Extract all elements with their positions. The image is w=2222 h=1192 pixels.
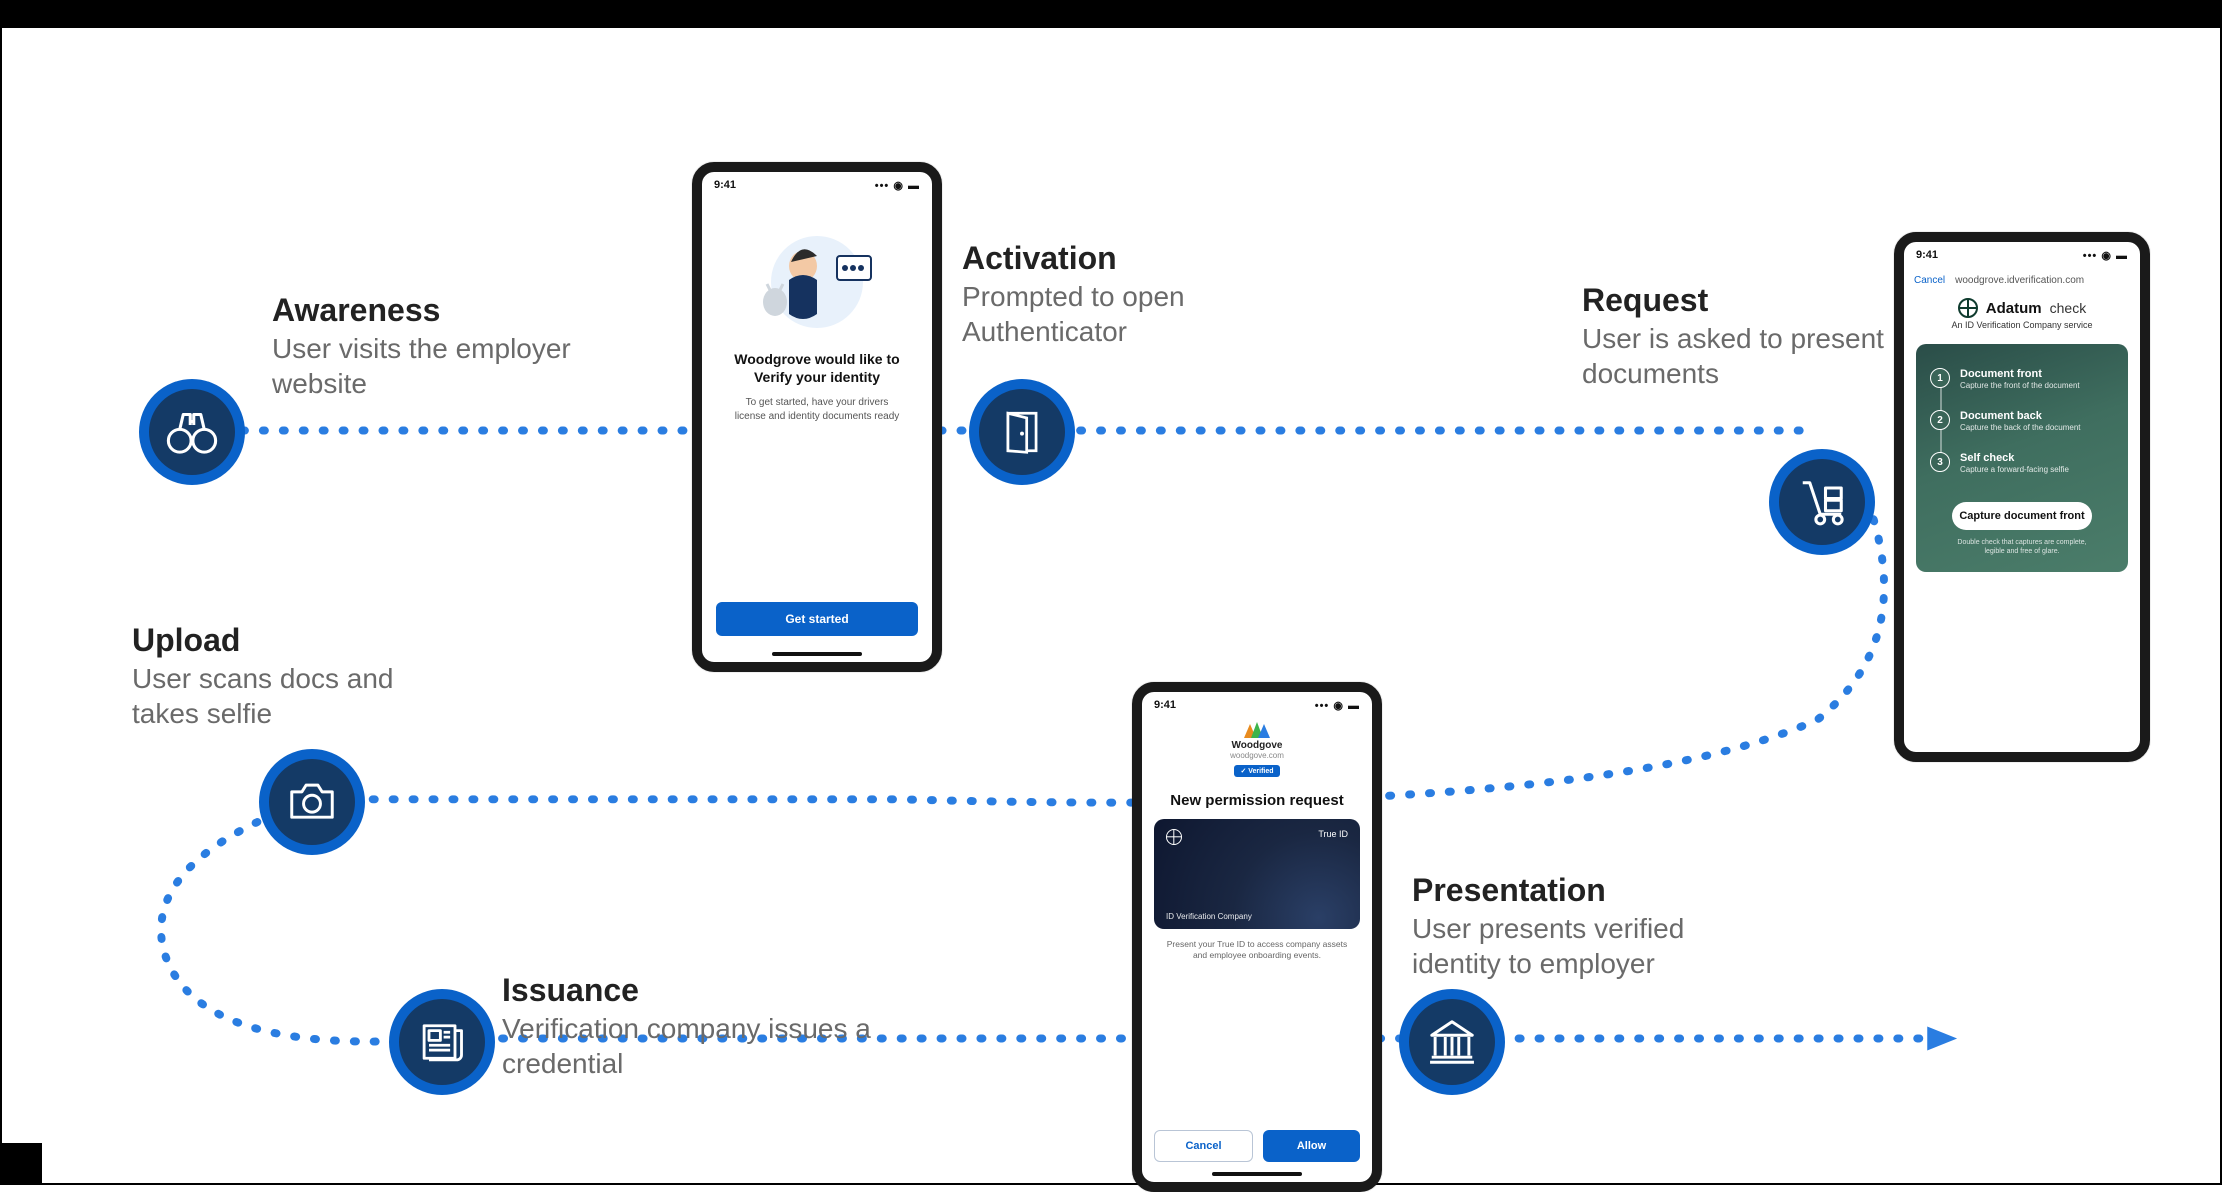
nav-cancel[interactable]: Cancel bbox=[1914, 275, 1945, 286]
connector-layer bbox=[2, 2, 2220, 1183]
step-sub: Capture a forward-facing selfie bbox=[1960, 465, 2069, 474]
brand-block: Woodgove woodgove.com ✓ Verified bbox=[1142, 722, 1372, 778]
step-number: 1 bbox=[1930, 368, 1950, 388]
capture-button[interactable]: Capture document front bbox=[1952, 502, 2092, 530]
brand-row: Adatum check bbox=[1904, 298, 2140, 318]
badge-awareness bbox=[139, 379, 245, 485]
brand-suffix: check bbox=[2050, 300, 2087, 316]
button-label: Capture document front bbox=[1959, 510, 2084, 522]
top-black-bar bbox=[2, 2, 2220, 28]
status-icons: ••• ◉ ▬ bbox=[2083, 249, 2128, 262]
step-desc: Verification company issues a credential bbox=[502, 1011, 882, 1081]
step-sub: Capture the front of the document bbox=[1960, 381, 2080, 390]
verified-badge: ✓ Verified bbox=[1234, 765, 1279, 777]
status-icons: ••• ◉ ▬ bbox=[1315, 699, 1360, 712]
step-title: Upload bbox=[132, 622, 452, 659]
status-time: 9:41 bbox=[714, 179, 736, 191]
brand-name: Adatum bbox=[1986, 300, 2042, 317]
phone-awareness-mock: 9:41 ••• ◉ ▬ Woodgrove would like to Ver… bbox=[692, 162, 942, 672]
step-title: Self check bbox=[1960, 452, 2069, 464]
phone1-title: Woodgrove would like to Verify your iden… bbox=[702, 350, 932, 386]
step-number: 2 bbox=[1930, 410, 1950, 430]
badge-request bbox=[1769, 449, 1875, 555]
door-icon bbox=[997, 407, 1047, 457]
badge-activation bbox=[969, 379, 1075, 485]
step-title: Presentation bbox=[1412, 872, 1752, 909]
phone-presentation-mock: 9:41 ••• ◉ ▬ Woodgove woodgove.com ✓ Ver… bbox=[1132, 682, 1382, 1192]
hand-truck-icon bbox=[1794, 474, 1850, 530]
badge-upload bbox=[259, 749, 365, 855]
step-request: Request User is asked to present documen… bbox=[1582, 282, 1902, 391]
step-issuance: Issuance Verification company issues a c… bbox=[502, 972, 882, 1081]
binoculars-icon bbox=[164, 404, 220, 460]
badge-presentation bbox=[1399, 989, 1505, 1095]
phone-request-mock: 9:41 ••• ◉ ▬ Cancel woodgrove.idverifica… bbox=[1894, 232, 2150, 762]
step-desc: User scans docs and takes selfie bbox=[132, 661, 452, 731]
cancel-button[interactable]: Cancel bbox=[1154, 1130, 1253, 1162]
badge-issuance bbox=[389, 989, 495, 1095]
camera-icon bbox=[285, 775, 339, 829]
button-row: Cancel Allow bbox=[1154, 1130, 1360, 1162]
status-bar: 9:41 ••• ◉ ▬ bbox=[702, 172, 932, 198]
step-sub: Capture the back of the document bbox=[1960, 423, 2081, 432]
verify-step: 1 Document front Capture the front of th… bbox=[1930, 358, 2114, 400]
button-label: Allow bbox=[1297, 1140, 1326, 1152]
home-indicator bbox=[772, 652, 862, 656]
allow-button[interactable]: Allow bbox=[1263, 1130, 1360, 1162]
permission-title: New permission request bbox=[1142, 792, 1372, 809]
status-bar: 9:41 ••• ◉ ▬ bbox=[1904, 242, 2140, 268]
step-title: Awareness bbox=[272, 292, 592, 329]
card-issuer: ID Verification Company bbox=[1166, 912, 1252, 921]
step-desc: User is asked to present documents bbox=[1582, 321, 1902, 391]
status-time: 9:41 bbox=[1916, 249, 1938, 261]
step-upload: Upload User scans docs and takes selfie bbox=[132, 622, 452, 731]
step-desc: Prompted to open Authenticator bbox=[962, 279, 1302, 349]
permission-desc: Present your True ID to access company a… bbox=[1142, 929, 1372, 962]
bottom-left-black-corner bbox=[2, 1143, 42, 1183]
verify-step: 3 Self check Capture a forward-facing se… bbox=[1930, 442, 2114, 484]
step-desc: User visits the employer website bbox=[272, 331, 592, 401]
button-label: Cancel bbox=[1185, 1140, 1221, 1152]
verification-card: 1 Document front Capture the front of th… bbox=[1916, 344, 2128, 572]
step-title: Issuance bbox=[502, 972, 882, 1009]
credential-card: True ID ID Verification Company bbox=[1154, 819, 1360, 929]
brand-subtitle: An ID Verification Company service bbox=[1904, 320, 2140, 330]
card-label: True ID bbox=[1318, 829, 1348, 839]
step-title: Request bbox=[1582, 282, 1902, 319]
step-presentation: Presentation User presents verified iden… bbox=[1412, 872, 1752, 981]
brand-name: Woodgove bbox=[1142, 740, 1372, 751]
browser-nav: Cancel woodgrove.idverification.com bbox=[1904, 268, 2140, 292]
home-indicator bbox=[1977, 742, 2067, 746]
status-time: 9:41 bbox=[1154, 699, 1176, 711]
card-footer: Double check that captures are complete,… bbox=[1930, 538, 2114, 556]
status-icons: ••• ◉ ▬ bbox=[875, 179, 920, 192]
globe-icon bbox=[1166, 829, 1182, 845]
nav-url: woodgrove.idverification.com bbox=[1955, 275, 2084, 286]
brand-url: woodgove.com bbox=[1142, 751, 1372, 760]
woodgrove-logo-icon bbox=[1246, 722, 1268, 738]
step-title: Document back bbox=[1960, 410, 2081, 422]
phone1-subtitle: To get started, have your drivers licens… bbox=[702, 386, 932, 423]
verify-illustration bbox=[747, 222, 887, 332]
status-bar: 9:41 ••• ◉ ▬ bbox=[1142, 692, 1372, 718]
step-activation: Activation Prompted to open Authenticato… bbox=[962, 240, 1302, 349]
globe-icon bbox=[1958, 298, 1978, 318]
home-indicator bbox=[1212, 1172, 1302, 1176]
step-number: 3 bbox=[1930, 452, 1950, 472]
get-started-button[interactable]: Get started bbox=[716, 602, 918, 636]
diagram-canvas: Awareness User visits the employer websi… bbox=[0, 0, 2222, 1185]
verify-step: 2 Document back Capture the back of the … bbox=[1930, 400, 2114, 442]
step-title: Document front bbox=[1960, 368, 2080, 380]
button-label: Get started bbox=[785, 612, 848, 626]
bank-icon bbox=[1425, 1015, 1479, 1069]
step-title: Activation bbox=[962, 240, 1302, 277]
newspaper-icon bbox=[416, 1016, 468, 1068]
step-awareness: Awareness User visits the employer websi… bbox=[272, 292, 592, 401]
step-desc: User presents verified identity to emplo… bbox=[1412, 911, 1752, 981]
